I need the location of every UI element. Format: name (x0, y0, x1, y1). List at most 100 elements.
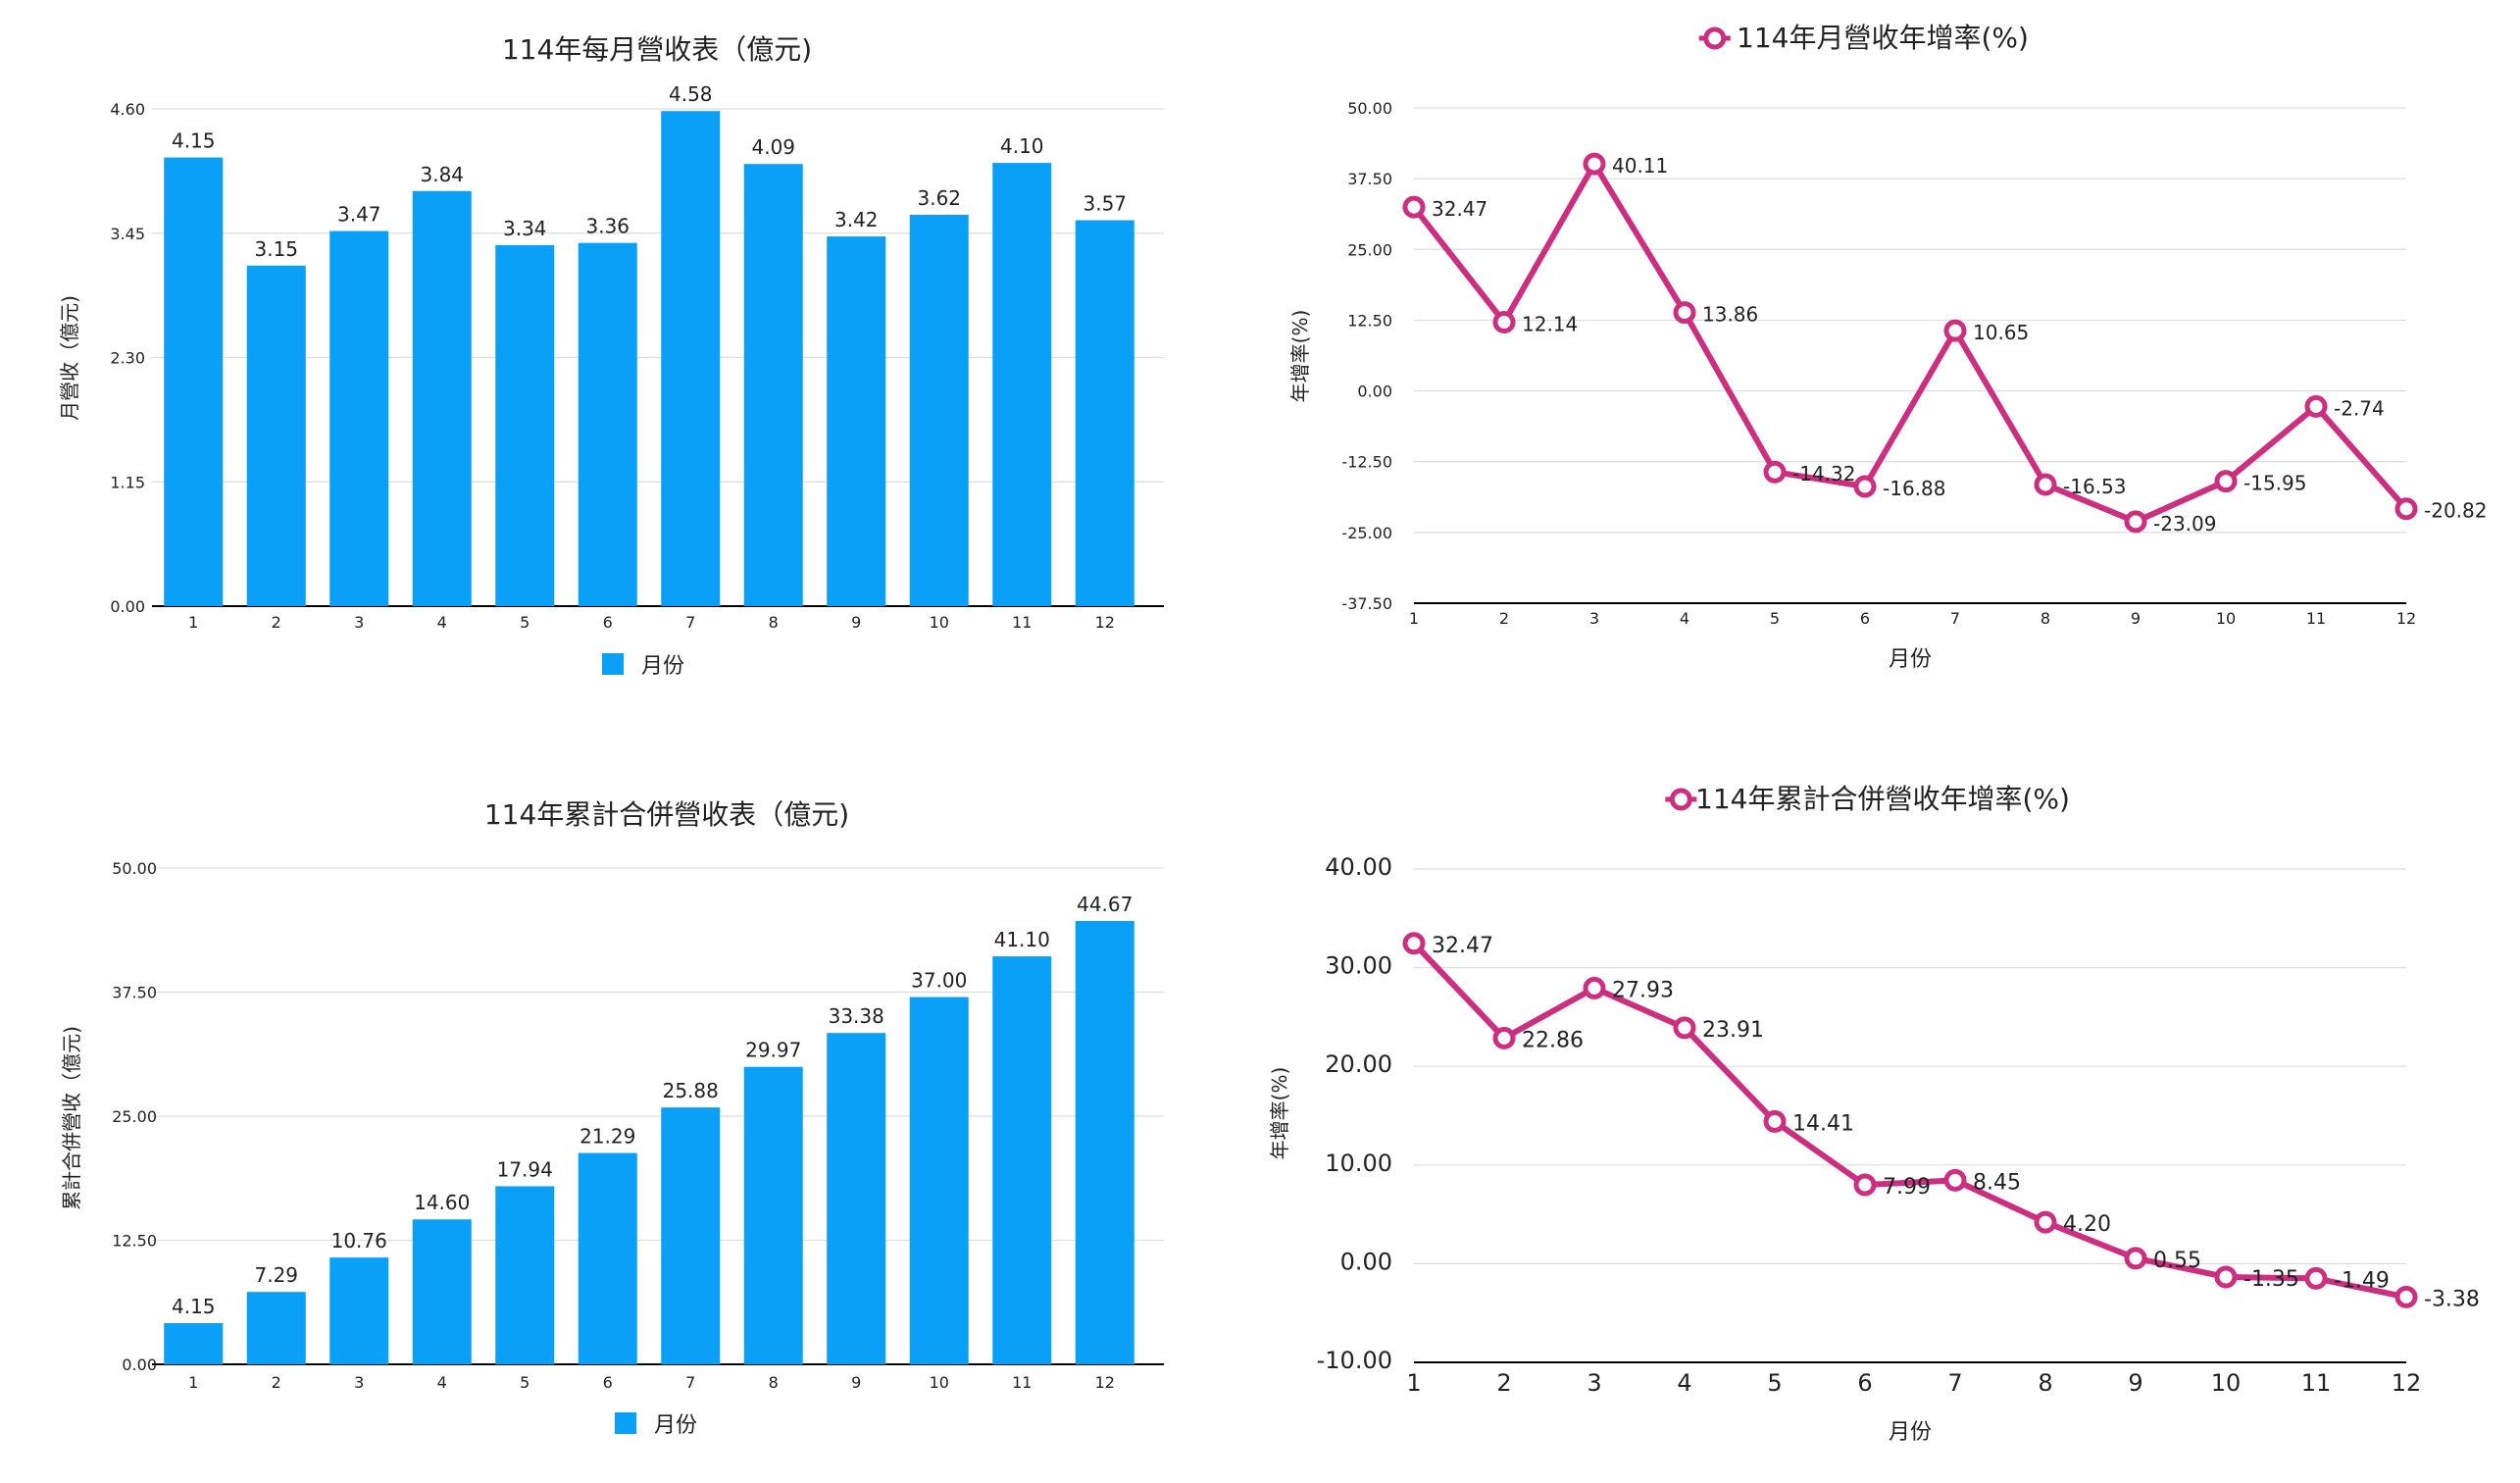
x-tick-label: 5 (1770, 609, 1780, 628)
bar-value-label: 3.36 (585, 215, 630, 238)
bar (412, 1219, 472, 1364)
bar (661, 111, 721, 606)
x-tick-label: 7 (1950, 609, 1960, 628)
x-tick-label: 10 (930, 613, 949, 632)
bar (329, 230, 389, 606)
point-value-label: 32.47 (1432, 934, 1493, 958)
point-value-label: 0.55 (2153, 1249, 2201, 1273)
bar (992, 956, 1052, 1364)
x-axis-label: 月份 (1889, 647, 1932, 672)
data-point (1402, 932, 1426, 955)
point-value-label: 4.20 (2063, 1212, 2111, 1237)
data-point (1853, 1173, 1877, 1197)
bar-value-label: 17.94 (497, 1157, 553, 1181)
x-tick-label: 6 (1857, 1369, 1872, 1397)
x-tick-label: 1 (1409, 609, 1419, 628)
x-tick-label: 12 (2396, 609, 2416, 628)
y-tick-label: 25.00 (112, 1107, 157, 1126)
bar (743, 1066, 803, 1364)
x-tick-label: 9 (2128, 1369, 2142, 1397)
point-value-label: -1.35 (2243, 1267, 2299, 1292)
bar (827, 236, 886, 606)
point-value-label: 23.91 (1702, 1018, 1764, 1043)
x-tick-label: 3 (354, 1373, 364, 1392)
legend-swatch (602, 653, 624, 675)
x-tick-label: 1 (188, 1373, 198, 1392)
bar (495, 244, 555, 607)
data-point (1583, 152, 1606, 176)
data-point (1943, 1168, 1967, 1192)
bar-value-label: 4.10 (1000, 134, 1044, 158)
bar (909, 997, 969, 1364)
data-point (1583, 976, 1606, 999)
point-value-label: -14.32 (1792, 462, 1855, 486)
y-tick-label: 50.00 (1347, 99, 1392, 118)
x-tick-label: 6 (1860, 609, 1870, 628)
x-tick-label: 9 (851, 613, 861, 632)
point-value-label: -3.38 (2424, 1287, 2480, 1311)
bar (909, 215, 969, 606)
chart-title: 114年累計合併營收表（億元) (484, 798, 849, 831)
x-tick-label: 10 (2211, 1369, 2242, 1397)
x-tick-label: 5 (1767, 1369, 1782, 1397)
y-tick-label: 3.45 (110, 225, 145, 243)
data-point (2304, 394, 2328, 418)
x-tick-label: 3 (1587, 1369, 1601, 1397)
bar (1075, 220, 1134, 606)
legend-label: 月份 (654, 1413, 697, 1438)
data-point (2214, 1265, 2238, 1289)
x-tick-label: 12 (2392, 1369, 2422, 1397)
point-value-label: -16.88 (1883, 477, 1945, 500)
bar-value-label: 44.67 (1077, 893, 1133, 916)
x-tick-label: 8 (769, 1373, 779, 1392)
y-tick-label: 1.15 (110, 473, 145, 491)
bar-value-label: 29.97 (745, 1039, 801, 1062)
y-axis-label: 年增率(%) (1268, 1067, 1291, 1160)
x-tick-label: 6 (603, 613, 613, 632)
x-tick-label: 12 (1095, 1373, 1115, 1392)
y-tick-label: 30.00 (1325, 952, 1392, 980)
legend-marker-icon (1703, 26, 1727, 50)
x-tick-label: 5 (520, 1373, 529, 1392)
x-tick-label: 5 (520, 613, 529, 632)
data-point (1673, 1016, 1696, 1040)
y-tick-label: -12.50 (1341, 453, 1392, 472)
y-tick-label: 4.60 (110, 100, 145, 119)
bar-value-label: 25.88 (663, 1079, 719, 1102)
y-tick-label: 0.00 (1340, 1248, 1392, 1275)
x-tick-label: 12 (1095, 613, 1115, 632)
y-tick-label: 0.00 (122, 1355, 157, 1374)
point-value-label: 8.45 (1973, 1170, 2021, 1195)
bar (495, 1186, 555, 1364)
y-tick-label: 2.30 (110, 349, 145, 368)
y-tick-label: 37.50 (112, 984, 157, 1002)
y-tick-label: 12.50 (1347, 311, 1392, 330)
bar-value-label: 41.10 (994, 928, 1050, 951)
bar-value-label: 10.76 (331, 1229, 387, 1253)
legend-label: 月份 (641, 654, 684, 679)
x-tick-label: 7 (685, 613, 695, 632)
y-tick-label: -10.00 (1317, 1347, 1392, 1374)
x-tick-label: 4 (437, 1373, 447, 1392)
chart-title: 114年月營收年增率(%) (1737, 22, 2029, 54)
y-tick-label: 25.00 (1347, 240, 1392, 259)
bar (827, 1033, 886, 1364)
data-point (1943, 319, 1967, 342)
series-line (1411, 941, 2407, 1301)
y-axis-label: 年增率(%) (1288, 310, 1312, 403)
point-value-label: 14.41 (1792, 1111, 1854, 1136)
chart-title: 114年每月營收表（億元) (502, 33, 812, 66)
bar-value-label: 3.84 (420, 163, 464, 186)
bar-value-label: 3.15 (254, 237, 298, 261)
data-point (2304, 1266, 2328, 1290)
y-tick-label: 37.50 (1347, 170, 1392, 188)
bar-value-label: 3.57 (1083, 192, 1127, 216)
bar-value-label: 37.00 (911, 969, 967, 993)
bar-value-label: 3.47 (337, 203, 381, 227)
y-tick-label: 20.00 (1325, 1050, 1392, 1078)
x-tick-label: 10 (2216, 609, 2236, 628)
bar (578, 242, 637, 607)
point-value-label: 12.14 (1522, 313, 1578, 336)
bar-value-label: 4.09 (751, 135, 795, 159)
